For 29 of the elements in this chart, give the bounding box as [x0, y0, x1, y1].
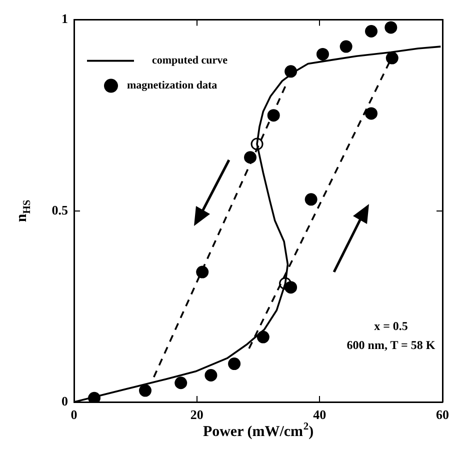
- y-tick-label: 0: [62, 393, 68, 408]
- legend-label: magnetization data: [127, 80, 218, 92]
- point: [174, 376, 188, 390]
- point: [250, 138, 264, 150]
- annotation: 600 nm, T = 58 K: [346, 338, 436, 352]
- point: [386, 52, 398, 64]
- point: [284, 281, 298, 294]
- point: [365, 107, 378, 120]
- point: [316, 48, 329, 60]
- annotation: x = 0.5: [374, 319, 408, 334]
- x-tick-label: 40: [313, 407, 326, 422]
- point: [138, 384, 152, 397]
- point: [228, 358, 241, 370]
- y-tick-label: 1: [62, 11, 68, 26]
- point: [196, 266, 209, 278]
- y-axis-title: nHS: [14, 200, 33, 222]
- legend-label: computed curve: [152, 54, 228, 67]
- point: [304, 193, 318, 206]
- point: [267, 109, 280, 122]
- point: [244, 151, 257, 164]
- point: [256, 330, 270, 344]
- x-tick-label: 60: [436, 407, 449, 422]
- point: [279, 277, 292, 290]
- point: [384, 21, 398, 34]
- point: [204, 368, 218, 382]
- point: [340, 40, 352, 53]
- x-tick-label: 20: [190, 407, 204, 422]
- point: [365, 25, 378, 38]
- y-tick-label: 0.5: [52, 202, 68, 218]
